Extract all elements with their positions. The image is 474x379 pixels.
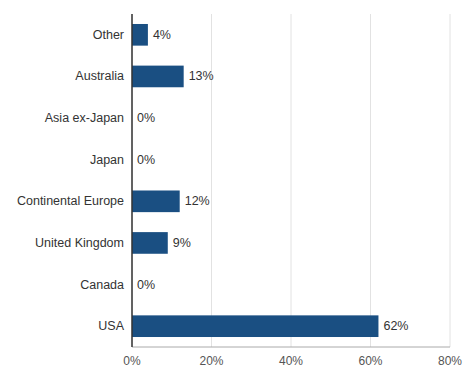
y-tick-label: United Kingdom <box>35 236 124 250</box>
y-tick-label: Canada <box>80 278 124 292</box>
x-tick-label: 60% <box>358 354 382 368</box>
x-tick-label: 80% <box>438 354 462 368</box>
bar <box>132 66 184 88</box>
bar <box>132 24 148 46</box>
data-label: 13% <box>189 69 214 83</box>
y-tick-label: Asia ex-Japan <box>45 111 124 125</box>
data-label: 9% <box>173 236 191 250</box>
bar <box>132 315 378 337</box>
y-tick-label: Japan <box>90 153 124 167</box>
x-tick-label: 40% <box>279 354 303 368</box>
grid-line <box>291 14 292 347</box>
grid-line <box>450 14 451 347</box>
y-tick-label: Other <box>93 28 124 42</box>
x-axis-line <box>132 347 450 348</box>
grid-line <box>370 14 371 347</box>
grid-line <box>132 14 133 347</box>
bar <box>132 190 180 212</box>
x-tick-label: 20% <box>199 354 223 368</box>
data-label: 62% <box>383 319 408 333</box>
bar <box>132 232 168 254</box>
data-label: 0% <box>137 153 155 167</box>
x-tick-label: 0% <box>123 354 141 368</box>
grid <box>132 14 450 347</box>
chart: 0% 20% 40% 60% 80% USA Canada United Kingdom Con… <box>0 0 474 379</box>
y-axis-line <box>131 14 133 347</box>
data-label: 0% <box>137 111 155 125</box>
y-tick-label: USA <box>98 319 124 333</box>
y-tick-label: Australia <box>75 69 124 83</box>
data-label: 0% <box>137 278 155 292</box>
data-label: 12% <box>185 194 210 208</box>
grid-line <box>211 14 212 347</box>
data-label: 4% <box>153 28 171 42</box>
y-tick-label: Continental Europe <box>17 194 124 208</box>
bars <box>132 24 378 337</box>
